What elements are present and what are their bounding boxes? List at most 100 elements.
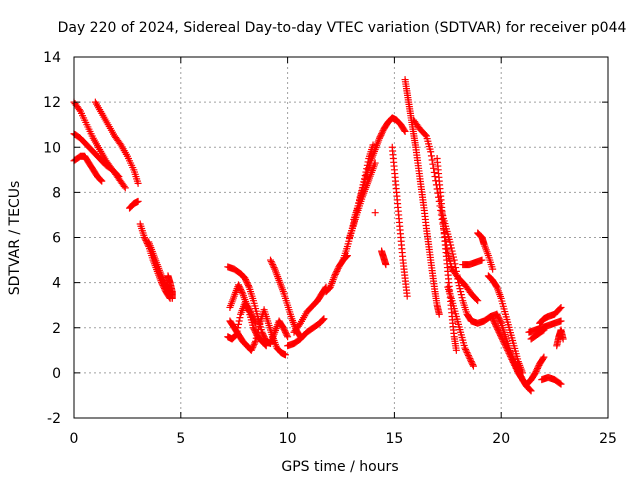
series-arc4 bbox=[91, 98, 142, 187]
data-point bbox=[252, 330, 260, 338]
data-point bbox=[430, 168, 438, 176]
data-point bbox=[251, 318, 259, 326]
data-point bbox=[249, 324, 257, 332]
data-point bbox=[496, 316, 504, 324]
data-point bbox=[244, 282, 252, 290]
data-point bbox=[494, 325, 502, 333]
data-point bbox=[281, 327, 289, 335]
series-arc33 bbox=[523, 353, 548, 388]
data-point bbox=[158, 272, 166, 280]
data-point bbox=[260, 333, 268, 341]
data-point bbox=[244, 280, 252, 288]
data-point bbox=[462, 347, 470, 355]
series-arc21 bbox=[378, 247, 390, 269]
data-point bbox=[134, 197, 142, 205]
data-point bbox=[489, 316, 497, 324]
data-point bbox=[250, 325, 258, 333]
data-point bbox=[333, 266, 341, 274]
data-point bbox=[247, 309, 255, 317]
data-point bbox=[451, 260, 459, 268]
data-point bbox=[557, 380, 565, 388]
data-point bbox=[158, 273, 166, 281]
data-point bbox=[244, 304, 252, 312]
y-tick-label: 12 bbox=[43, 95, 61, 111]
data-point bbox=[134, 179, 142, 187]
data-point bbox=[249, 342, 257, 350]
x-tick-label: 20 bbox=[492, 431, 510, 447]
data-point bbox=[447, 244, 455, 252]
data-point bbox=[511, 361, 519, 369]
series-arc3 bbox=[70, 152, 106, 185]
data-point bbox=[238, 288, 246, 296]
data-point bbox=[259, 330, 267, 338]
data-point bbox=[251, 339, 259, 347]
series-arc15 bbox=[290, 283, 330, 336]
data-point bbox=[540, 353, 548, 361]
data-point bbox=[511, 359, 519, 367]
data-point bbox=[457, 291, 465, 299]
data-point bbox=[449, 250, 457, 258]
data-point bbox=[495, 315, 503, 323]
data-point bbox=[280, 325, 288, 333]
data-point bbox=[464, 350, 472, 358]
data-point bbox=[474, 297, 482, 305]
data-point bbox=[512, 362, 520, 370]
series-arc38 bbox=[553, 326, 567, 350]
data-point bbox=[236, 284, 244, 292]
data-point bbox=[450, 256, 458, 264]
data-point bbox=[428, 156, 436, 164]
data-point bbox=[465, 353, 473, 361]
data-point bbox=[516, 371, 524, 379]
data-point bbox=[403, 292, 411, 300]
grid bbox=[74, 57, 608, 418]
data-point bbox=[449, 253, 457, 261]
data-point bbox=[557, 303, 565, 311]
data-point bbox=[141, 235, 149, 243]
data-point bbox=[463, 349, 471, 357]
data-point bbox=[559, 335, 567, 343]
data-point bbox=[478, 256, 486, 264]
data-point bbox=[237, 287, 245, 295]
data-point bbox=[232, 331, 240, 339]
series-arc22 bbox=[388, 143, 411, 300]
data-point bbox=[431, 173, 439, 181]
data-point bbox=[249, 315, 257, 323]
data-point bbox=[248, 345, 256, 353]
data-point bbox=[492, 321, 500, 329]
data-point bbox=[489, 265, 497, 273]
series-arc20 bbox=[371, 209, 379, 217]
data-point bbox=[97, 176, 105, 184]
data-point bbox=[121, 184, 129, 192]
data-point bbox=[464, 352, 472, 360]
data-point bbox=[498, 334, 506, 342]
data-point bbox=[235, 282, 243, 290]
data-point bbox=[493, 310, 501, 318]
data-point bbox=[526, 386, 534, 394]
data-point bbox=[401, 127, 409, 135]
data-point bbox=[241, 274, 249, 282]
data-point bbox=[279, 324, 287, 332]
data-point bbox=[114, 171, 122, 179]
y-tick-label: 2 bbox=[52, 321, 61, 337]
data-point bbox=[491, 319, 499, 327]
data-point bbox=[234, 320, 242, 328]
data-points bbox=[70, 76, 567, 395]
data-point bbox=[539, 327, 547, 335]
data-point bbox=[452, 267, 460, 275]
data-point bbox=[556, 305, 564, 313]
data-point bbox=[159, 275, 167, 283]
data-point bbox=[429, 160, 437, 168]
y-tick-label: 8 bbox=[52, 185, 61, 201]
series-arc11 bbox=[224, 299, 270, 350]
data-point bbox=[490, 318, 498, 326]
y-tick-label: 10 bbox=[43, 140, 61, 156]
data-point bbox=[233, 327, 241, 335]
data-point bbox=[249, 313, 257, 321]
data-point bbox=[232, 331, 240, 339]
series-arc8 bbox=[164, 272, 176, 302]
data-point bbox=[281, 351, 289, 359]
data-point bbox=[455, 282, 463, 290]
data-point bbox=[427, 148, 435, 156]
series-arc36 bbox=[536, 303, 565, 327]
data-point bbox=[242, 276, 250, 284]
